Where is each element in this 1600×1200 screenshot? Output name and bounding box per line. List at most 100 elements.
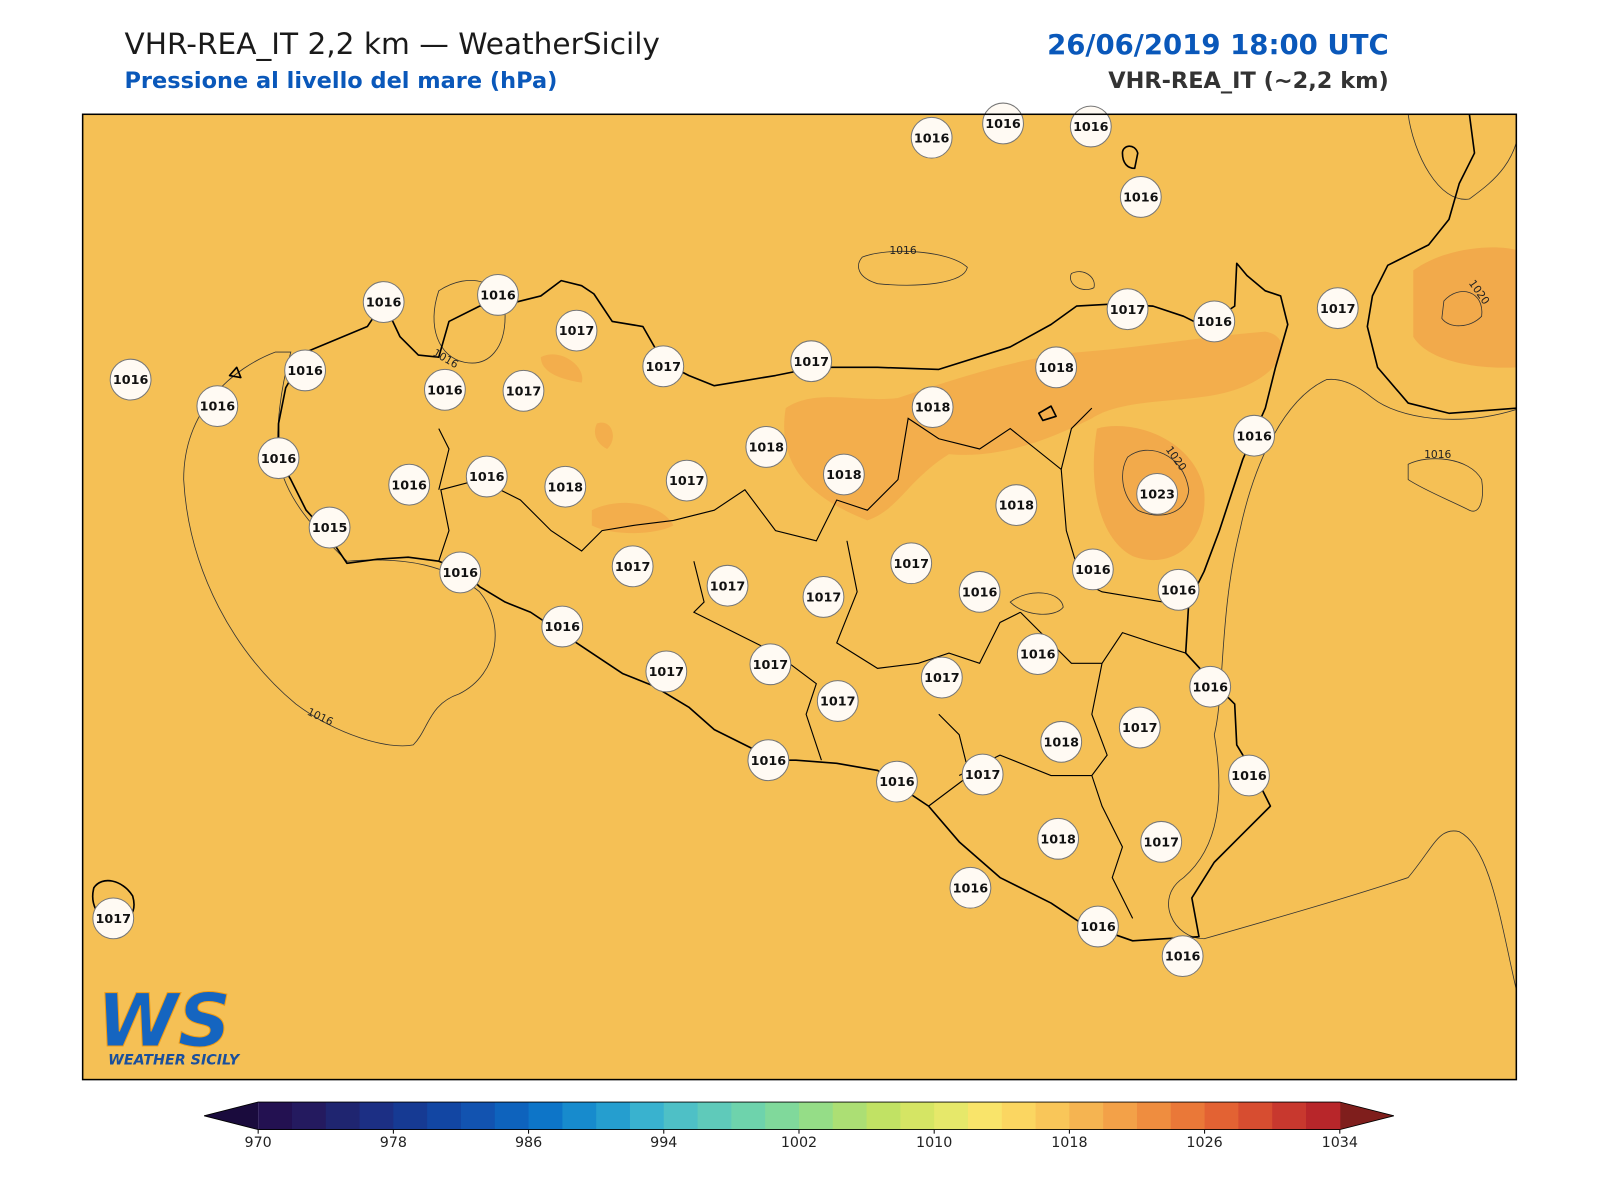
station-marker bbox=[1037, 817, 1080, 860]
colorbar-tick-label: 1026 bbox=[1186, 1135, 1222, 1151]
station: 1017 bbox=[802, 576, 845, 618]
station-value: 1016 bbox=[751, 754, 787, 769]
station-value: 1016 bbox=[391, 478, 427, 493]
station: 1017 bbox=[816, 680, 859, 722]
stations: 1016 1016 1016 1016 1016 1016 1017 1016 1016 1016… bbox=[92, 102, 1359, 978]
station-value: 1016 bbox=[962, 585, 998, 600]
colorbar-segment bbox=[1035, 1102, 1070, 1130]
station: 1016 bbox=[477, 273, 519, 316]
colorbar-segment bbox=[697, 1102, 732, 1130]
station-marker bbox=[822, 453, 865, 496]
station-marker bbox=[284, 349, 327, 392]
station: 1015 bbox=[308, 506, 351, 549]
station-marker bbox=[92, 897, 135, 940]
station: 1017 bbox=[92, 897, 135, 940]
station: 1018 bbox=[544, 465, 587, 508]
colorbar-tick-label: 1002 bbox=[781, 1135, 817, 1151]
colorbar-tick-label: 970 bbox=[245, 1135, 272, 1151]
station: 1016 bbox=[910, 116, 953, 159]
station-marker bbox=[1069, 105, 1112, 148]
station-marker bbox=[876, 760, 918, 803]
station-value: 1017 bbox=[1320, 302, 1356, 317]
station-marker bbox=[1106, 288, 1149, 331]
station-value: 1016 bbox=[1075, 563, 1111, 578]
colorbar-tick-label: 1010 bbox=[916, 1135, 952, 1151]
station-marker bbox=[1118, 706, 1161, 749]
station: 1018 bbox=[1037, 817, 1080, 860]
map bbox=[82, 114, 1517, 1080]
station-marker bbox=[910, 116, 953, 159]
high-area bbox=[784, 331, 1283, 521]
colorbar-segment bbox=[1103, 1102, 1138, 1130]
colorbar-segment bbox=[460, 1102, 496, 1130]
station-value: 1017 bbox=[806, 591, 842, 606]
station-marker bbox=[1077, 905, 1119, 948]
station-marker bbox=[665, 459, 708, 502]
station-value: 1016 bbox=[1080, 920, 1116, 935]
station: 1018 bbox=[1040, 720, 1083, 763]
colorbar-segment bbox=[1001, 1102, 1037, 1130]
station: 1016 bbox=[1071, 548, 1114, 591]
station-marker bbox=[477, 273, 519, 316]
station-marker bbox=[1040, 720, 1083, 763]
colorbar-segment bbox=[832, 1102, 868, 1130]
station-value: 1017 bbox=[893, 557, 928, 572]
station-value: 1016 bbox=[914, 131, 950, 146]
station-value: 1016 bbox=[1192, 680, 1228, 695]
low-area bbox=[1168, 378, 1517, 990]
station: 1017 bbox=[611, 545, 654, 588]
sicily-coast bbox=[277, 262, 1289, 942]
station-value: 1017 bbox=[820, 695, 856, 710]
station: 1017 bbox=[665, 459, 708, 502]
station-value: 1016 bbox=[1197, 315, 1233, 330]
station: 1016 bbox=[439, 551, 482, 594]
station: 1016 bbox=[982, 102, 1024, 145]
colorbar-tick-label: 986 bbox=[515, 1135, 542, 1151]
station-marker bbox=[1119, 176, 1162, 218]
station-marker bbox=[555, 309, 598, 352]
station-marker bbox=[1016, 633, 1059, 675]
station-marker bbox=[1136, 472, 1179, 515]
low-area bbox=[1407, 458, 1483, 512]
station-marker bbox=[790, 340, 833, 383]
station-value: 1016 bbox=[953, 881, 989, 896]
station-marker bbox=[1157, 568, 1200, 611]
station-value: 1015 bbox=[312, 521, 348, 536]
station-value: 1016 bbox=[113, 373, 149, 388]
station: 1017 bbox=[890, 542, 933, 585]
station-value: 1016 bbox=[200, 400, 236, 415]
station-marker bbox=[544, 465, 587, 508]
colorbar-segment bbox=[731, 1102, 766, 1130]
title: VHR-REA_IT 2,2 km — WeatherSicily bbox=[124, 27, 659, 61]
low-area bbox=[1009, 592, 1064, 615]
station-marker bbox=[109, 358, 152, 401]
station: 1017 bbox=[790, 340, 833, 383]
low-area bbox=[858, 250, 968, 286]
station-value: 1016 bbox=[1020, 648, 1056, 663]
station-value: 1018 bbox=[826, 468, 862, 483]
station-value: 1018 bbox=[548, 480, 584, 495]
station-marker bbox=[1189, 665, 1232, 708]
station-value: 1017 bbox=[1110, 303, 1146, 318]
station-marker bbox=[1316, 287, 1359, 330]
station: 1016 bbox=[949, 866, 992, 909]
station: 1016 bbox=[388, 463, 431, 506]
colorbar-tick-label: 978 bbox=[380, 1135, 407, 1151]
calabria-coast bbox=[1366, 114, 1517, 415]
station-value: 1017 bbox=[615, 560, 651, 575]
station: 1017 bbox=[1106, 288, 1149, 331]
station: 1017 bbox=[706, 564, 749, 607]
colorbar-segment bbox=[765, 1102, 800, 1130]
station-marker bbox=[961, 753, 1004, 796]
colorbar-segment bbox=[663, 1102, 699, 1130]
station-marker bbox=[1228, 754, 1270, 797]
station: 1018 bbox=[745, 426, 788, 468]
station-marker bbox=[423, 368, 466, 411]
station-marker bbox=[257, 437, 300, 480]
colorbar-segment bbox=[967, 1102, 1003, 1130]
colorbar-segment bbox=[427, 1102, 462, 1130]
station: 1016 bbox=[1161, 935, 1204, 978]
station-value: 1017 bbox=[1122, 721, 1158, 736]
station-value: 1017 bbox=[965, 768, 1001, 783]
station: 1017 bbox=[502, 369, 545, 412]
